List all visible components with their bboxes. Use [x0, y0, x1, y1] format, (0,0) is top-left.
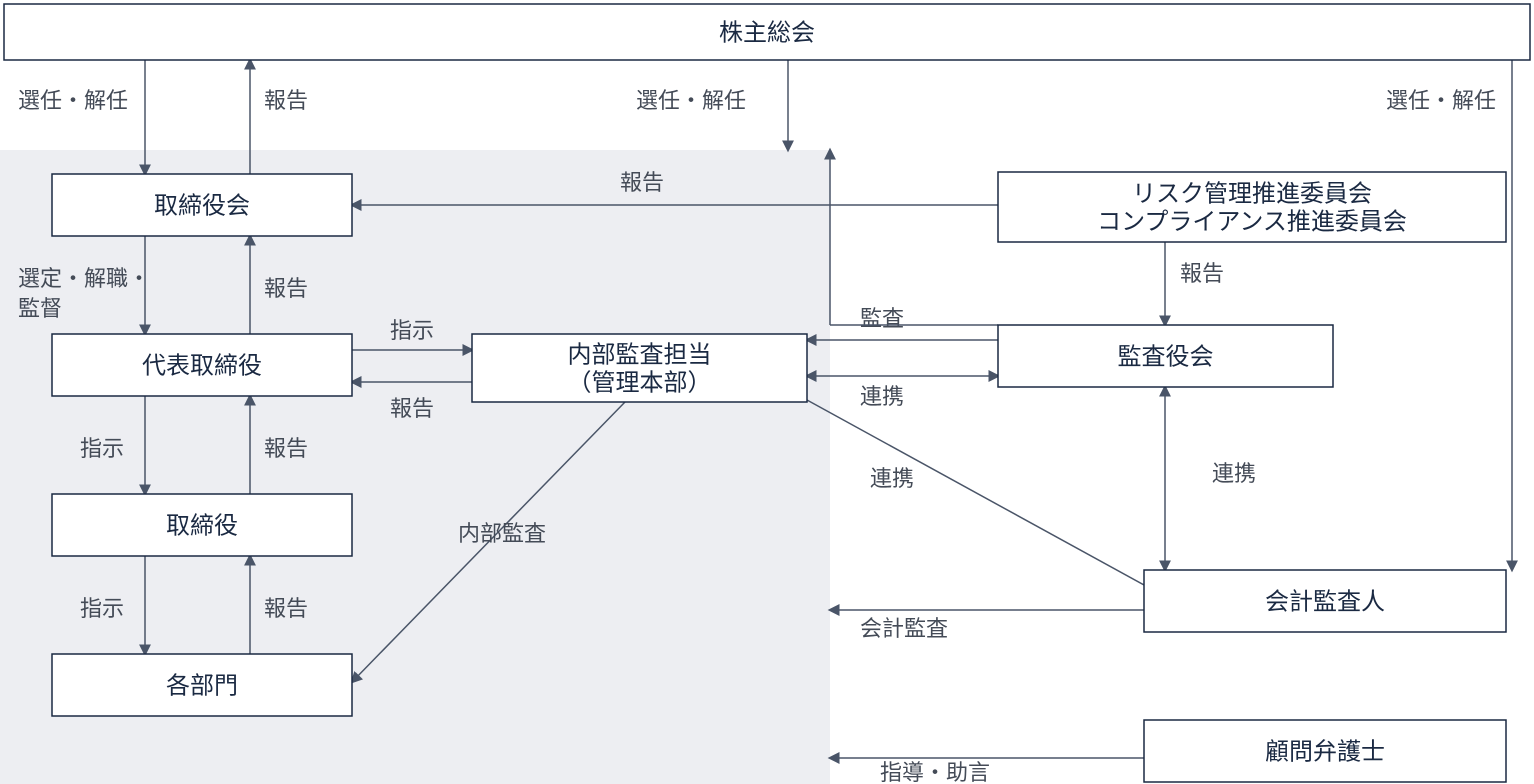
- node-label-ceo: 代表取締役: [142, 352, 262, 379]
- edge-label-e5: 報告: [620, 170, 664, 195]
- edge-label-e14: 報告: [264, 436, 308, 461]
- edge-label-e20: 会計監査: [860, 616, 948, 641]
- node-label-auditor: 会計監査人: [1265, 588, 1385, 615]
- node-label-director: 取締役: [166, 512, 238, 539]
- edge-label-e12: 連携: [860, 384, 904, 409]
- node-label-board: 取締役会: [154, 192, 250, 219]
- node-label-internal_audit-1: 内部監査担当: [568, 341, 712, 368]
- edge-label-e18: 報告: [264, 596, 308, 621]
- node-label-lawyer: 顧問弁護士: [1265, 738, 1385, 765]
- node-label-divisions: 各部門: [166, 672, 238, 699]
- edge-label-e1: 選任・解任: [18, 88, 128, 113]
- edge-label-e6-2: 監督: [18, 296, 62, 321]
- node-label-risk_committee-2: コンプライアンス推進委員会: [1097, 208, 1407, 235]
- edge-label-e13: 指示: [80, 436, 124, 461]
- edge-label-e9: 指示: [390, 318, 434, 343]
- edge-label-e8: 報告: [1180, 261, 1224, 286]
- edge-label-e11: 監査: [860, 306, 904, 331]
- edge-label-e17: 指示: [80, 596, 124, 621]
- edge-label-e19: 内部監査: [458, 521, 546, 546]
- node-label-shareholders: 株主総会: [719, 19, 815, 46]
- node-label-risk_committee-1: リスク管理推進委員会: [1132, 180, 1372, 207]
- edge-label-e3: 選任・解任: [636, 88, 746, 113]
- edge-label-e4: 選任・解任: [1386, 88, 1496, 113]
- edge-label-e10: 報告: [390, 396, 434, 421]
- edge-e15: [807, 400, 1144, 585]
- edge-label-e6-1: 選定・解職・: [18, 266, 150, 291]
- edge-label-e21: 指導・助言: [880, 760, 990, 784]
- edge-label-e7: 報告: [264, 276, 308, 301]
- node-label-internal_audit-2: （管理本部）: [568, 369, 712, 396]
- edge-label-e2: 報告: [264, 88, 308, 113]
- node-label-audit_board: 監査役会: [1118, 343, 1214, 370]
- edge-label-e16: 連携: [1212, 461, 1256, 486]
- edge-label-e15: 連携: [870, 466, 914, 491]
